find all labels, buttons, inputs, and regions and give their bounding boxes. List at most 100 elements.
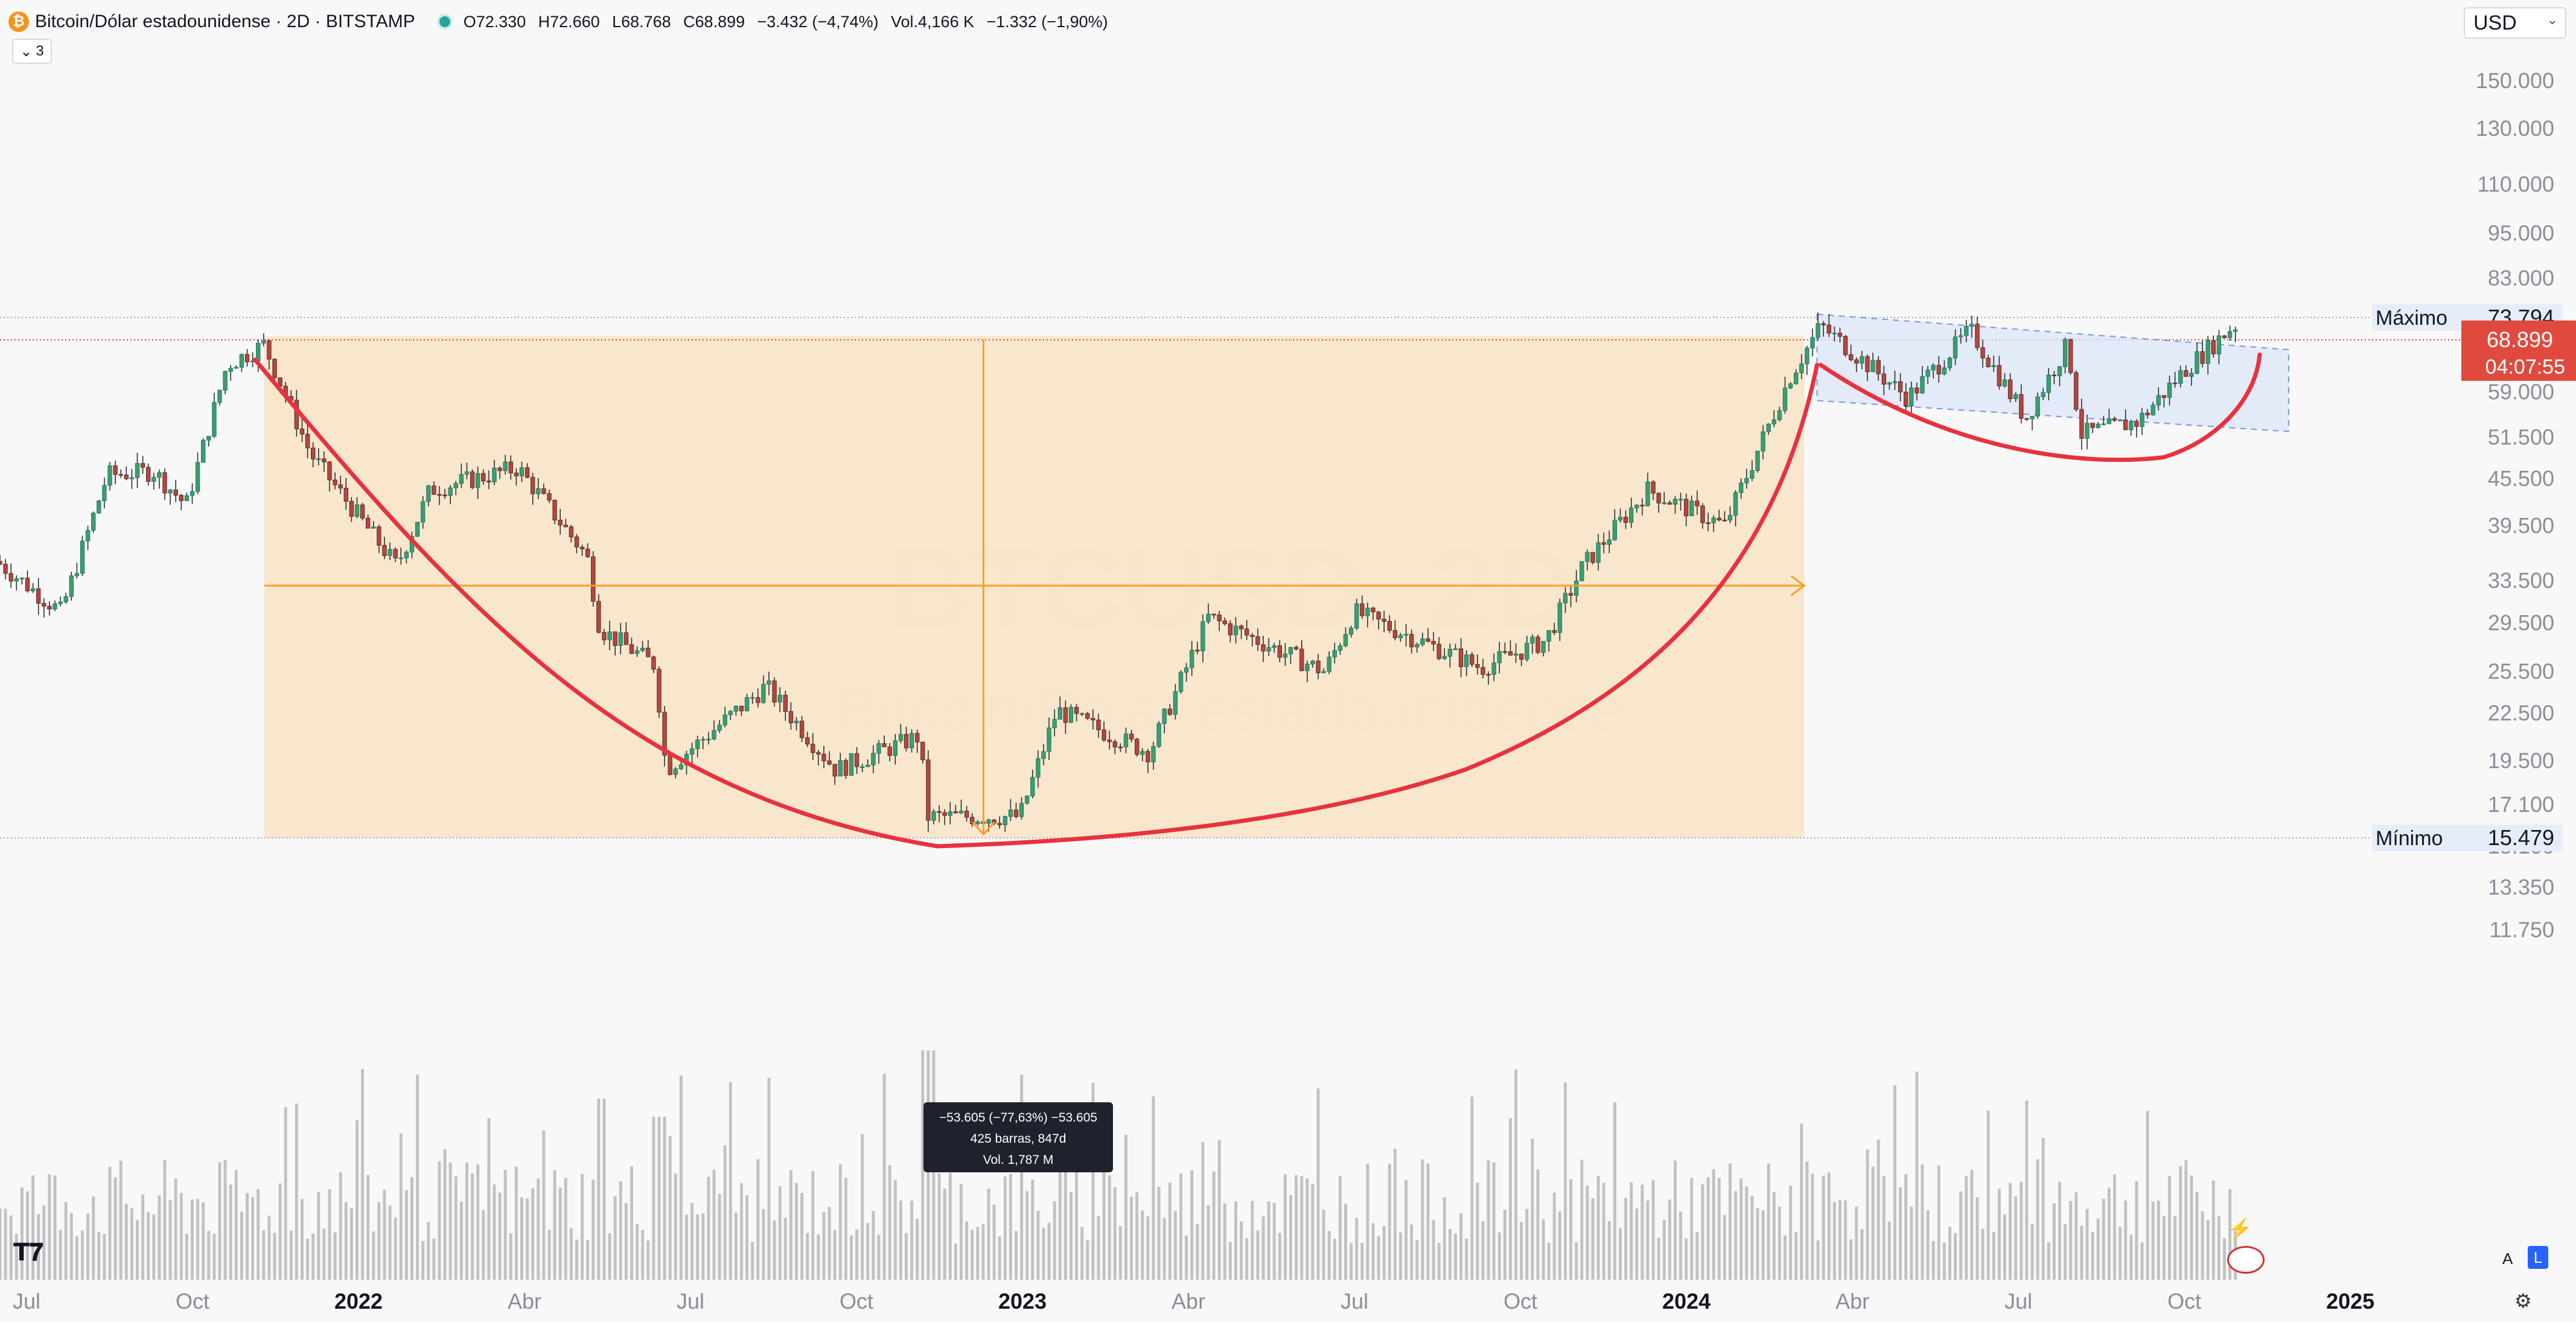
candle bbox=[536, 488, 541, 494]
volume-bar bbox=[1635, 1208, 1639, 1280]
parallel-channel[interactable] bbox=[1816, 313, 2289, 432]
volume-bar bbox=[2080, 1225, 2083, 1280]
volume-bar bbox=[2102, 1198, 2105, 1280]
tradingview-logo-icon[interactable]: T𝟕 bbox=[13, 1239, 43, 1266]
volume-bar bbox=[1547, 1243, 1551, 1280]
y-axis-tick: 39.500 bbox=[2488, 513, 2554, 538]
candle bbox=[2178, 370, 2183, 384]
market-status-icon[interactable] bbox=[436, 14, 453, 30]
candle bbox=[1876, 360, 1881, 374]
candle bbox=[926, 759, 931, 821]
volume-bar bbox=[882, 1074, 886, 1280]
cup-curve[interactable] bbox=[253, 357, 1819, 849]
volume-bar bbox=[1470, 1096, 1474, 1280]
candle bbox=[30, 588, 36, 592]
volume-bar bbox=[954, 1243, 957, 1280]
settings-gear-icon[interactable]: ⚙ bbox=[2514, 1290, 2532, 1312]
candle bbox=[69, 575, 74, 597]
volume-bar bbox=[1497, 1232, 1501, 1280]
candle bbox=[1667, 502, 1672, 505]
candle bbox=[1794, 372, 1799, 385]
candle bbox=[1195, 650, 1200, 652]
volume-bar bbox=[1162, 1218, 1166, 1280]
candle bbox=[157, 472, 162, 478]
currency-select[interactable]: USD ⌄ bbox=[2464, 7, 2566, 39]
candle bbox=[1651, 481, 1656, 494]
candle bbox=[239, 354, 244, 368]
handle-curve[interactable] bbox=[1819, 352, 2262, 462]
volume-bar bbox=[767, 1078, 771, 1280]
volume-bar bbox=[295, 1103, 298, 1280]
candle bbox=[591, 556, 596, 602]
candle bbox=[1959, 335, 1963, 337]
volume-bar bbox=[503, 1169, 507, 1280]
volume-bar bbox=[581, 1174, 584, 1280]
volume-bar bbox=[685, 1215, 688, 1280]
candle bbox=[849, 753, 854, 776]
candle bbox=[1755, 450, 1760, 471]
volume-bar bbox=[564, 1178, 567, 1280]
volume-bar bbox=[2009, 1183, 2012, 1280]
candle bbox=[1502, 651, 1508, 653]
x-axis-tick: Abr bbox=[508, 1289, 541, 1314]
volume-bar bbox=[531, 1188, 535, 1280]
last-price-badge: 68.899 04:07:55 bbox=[2461, 320, 2576, 381]
volume-bar bbox=[1910, 1206, 1913, 1280]
candle bbox=[942, 812, 947, 816]
candle bbox=[1491, 662, 1496, 675]
volume-bar bbox=[1668, 1199, 1671, 1280]
candle bbox=[2200, 351, 2205, 364]
candle bbox=[1750, 470, 1755, 479]
candle bbox=[794, 720, 799, 724]
candle bbox=[1568, 593, 1573, 596]
candle bbox=[2189, 372, 2194, 377]
candle bbox=[756, 697, 760, 703]
candle bbox=[1717, 517, 1722, 520]
candle bbox=[1991, 365, 1997, 368]
volume-bar bbox=[795, 1183, 798, 1280]
candle bbox=[85, 530, 91, 541]
volume-bar bbox=[1992, 1231, 1995, 1280]
log-scale-button[interactable]: L bbox=[2528, 1246, 2548, 1269]
volume-bar bbox=[850, 1235, 853, 1280]
candle bbox=[970, 817, 975, 825]
candle bbox=[168, 490, 173, 494]
volume-bar bbox=[2162, 1216, 2166, 1280]
volume-bar bbox=[948, 1172, 952, 1280]
volume-bar bbox=[1761, 1210, 1765, 1280]
candle bbox=[887, 746, 892, 756]
candle bbox=[958, 810, 964, 814]
volume-bar bbox=[1382, 1225, 1386, 1280]
lightning-icon[interactable]: ⚡ bbox=[2227, 1218, 2253, 1241]
volume-bar bbox=[2025, 1100, 2029, 1280]
volume-bar bbox=[1393, 1148, 1397, 1280]
volume-bar bbox=[1173, 1211, 1177, 1280]
volume-bar bbox=[1481, 1221, 1485, 1280]
volume-bar bbox=[2206, 1220, 2210, 1280]
candle bbox=[1519, 653, 1524, 660]
us-flag-icon[interactable] bbox=[2227, 1246, 2265, 1274]
candle bbox=[937, 811, 942, 813]
auto-scale-button[interactable]: A bbox=[2502, 1250, 2513, 1268]
date-price-range-box[interactable] bbox=[264, 336, 1805, 838]
volume-bar bbox=[893, 1180, 897, 1280]
candle bbox=[876, 743, 881, 754]
volume-bar bbox=[520, 1197, 523, 1280]
volume-bar bbox=[674, 1174, 677, 1280]
volume-bar bbox=[1086, 1240, 1089, 1280]
volume-bar bbox=[427, 1222, 430, 1280]
volume-bar bbox=[20, 1187, 24, 1280]
y-axis-tick: 33.500 bbox=[2488, 568, 2554, 593]
candle bbox=[964, 810, 969, 818]
candle bbox=[1447, 648, 1453, 657]
candle bbox=[267, 340, 272, 360]
y-axis-tick: 59.000 bbox=[2488, 379, 2554, 404]
volume-bar bbox=[1723, 1215, 1726, 1280]
volume-bar bbox=[1541, 1219, 1545, 1280]
symbol-title[interactable]: Bitcoin/Dólar estadounidense · 2D · BITS… bbox=[35, 11, 415, 31]
volume-bar bbox=[42, 1205, 46, 1280]
volume-bar bbox=[1267, 1201, 1270, 1280]
indicators-collapse-button[interactable]: ⌄ 3 bbox=[12, 39, 52, 64]
